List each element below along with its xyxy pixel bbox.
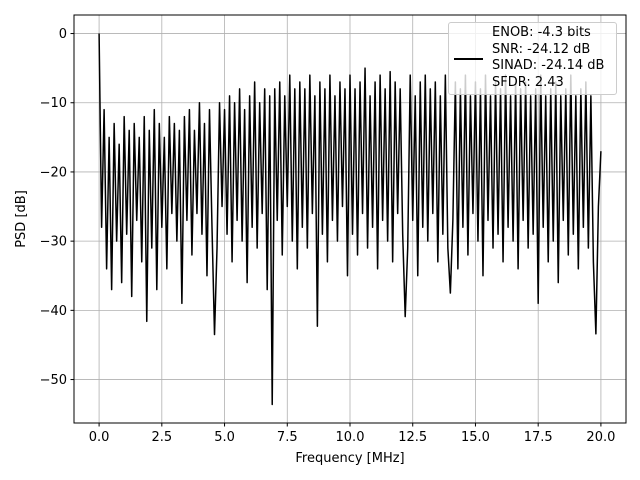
y-tick-label: −40 xyxy=(40,304,67,319)
y-tick-label: −20 xyxy=(40,165,67,180)
legend: ENOB: -4.3 bits SNR: -24.12 dB SINAD: -2… xyxy=(448,22,617,95)
y-tick-label: 0 xyxy=(59,27,67,42)
x-tick-label: 15.0 xyxy=(461,430,490,445)
psd-line xyxy=(98,33,602,406)
x-tick-label: 10.0 xyxy=(336,430,365,445)
y-tick-label: −30 xyxy=(40,235,67,250)
x-tick-label: 0.0 xyxy=(89,430,110,445)
legend-label: ENOB: -4.3 bits SNR: -24.12 dB SINAD: -2… xyxy=(492,25,605,91)
x-tick-label: 12.5 xyxy=(398,430,427,445)
x-tick-label: 2.5 xyxy=(151,430,172,445)
x-tick-label: 7.5 xyxy=(277,430,298,445)
y-tick-label: −10 xyxy=(40,96,67,111)
y-tick-label: −50 xyxy=(40,373,67,388)
x-tick-label: 5.0 xyxy=(214,430,235,445)
y-axis-label: PSD [dB] xyxy=(14,190,29,248)
ticks: 0.0 2.5 5.0 7.5 10.0 12.5 15.0 17.5 20.0 −50 −40 −3… xyxy=(40,27,616,445)
x-axis-label: Frequency [MHz] xyxy=(295,451,404,466)
x-tick-label: 17.5 xyxy=(524,430,553,445)
legend-handle xyxy=(454,58,483,60)
x-tick-label: 20.0 xyxy=(586,430,615,445)
plot-area xyxy=(98,33,602,406)
